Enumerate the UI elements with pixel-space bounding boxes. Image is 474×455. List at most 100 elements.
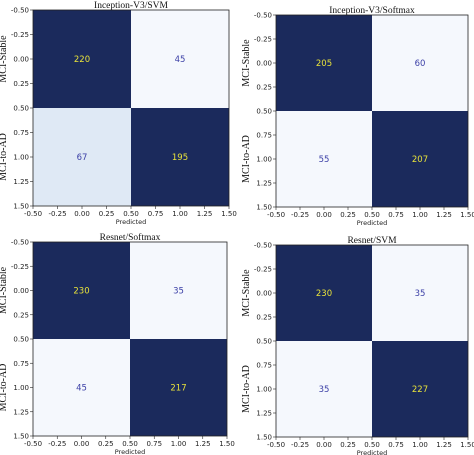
y-tick-label: 1.00 xyxy=(256,156,272,164)
cell-value-label: 35 xyxy=(415,289,426,299)
y-tick-label: 1.50 xyxy=(256,204,272,212)
y-category-label: MCI-Stable xyxy=(0,35,9,83)
matrix-cell xyxy=(372,245,468,341)
matrix-cell xyxy=(130,242,227,339)
matrix-cell xyxy=(33,339,130,436)
x-tick-label: -0.25 xyxy=(291,441,309,449)
y-tick-label: 0.50 xyxy=(13,105,29,113)
cell-value-label: 67 xyxy=(77,153,88,163)
cell-value-label: 55 xyxy=(319,155,330,165)
x-tick-label: 0.25 xyxy=(340,441,356,449)
cell-value-label: 227 xyxy=(412,385,428,395)
panel-title: Inception-V3/Softmax xyxy=(329,5,415,16)
y-tick-label: -0.50 xyxy=(254,242,272,250)
x-tick-label: 1.00 xyxy=(412,441,428,449)
x-tick-label: 1.25 xyxy=(197,210,213,218)
matrix-cell xyxy=(131,10,229,108)
matrix-cell xyxy=(276,341,372,437)
y-tick-label: -0.50 xyxy=(11,239,29,247)
cell-value-label: 207 xyxy=(412,155,428,165)
cell-value-label: 45 xyxy=(175,55,186,65)
cell-value-label: 195 xyxy=(172,153,188,163)
x-tick-label: 0.50 xyxy=(123,210,139,218)
x-tick-label: 0.00 xyxy=(74,440,90,448)
x-tick-label: -0.50 xyxy=(24,440,42,448)
x-tick-label: 0.75 xyxy=(146,440,162,448)
y-category-label: MCI-Stable xyxy=(241,39,252,87)
cell-value-label: 230 xyxy=(316,289,332,299)
y-tick-label: -0.25 xyxy=(254,266,272,274)
x-tick-label: 0.75 xyxy=(148,210,164,218)
y-tick-label: -0.25 xyxy=(11,31,29,39)
matrix-cell xyxy=(33,10,131,108)
y-tick-label: 0.25 xyxy=(256,84,272,92)
y-tick-label: 1.00 xyxy=(13,384,29,392)
matrix-cell xyxy=(276,111,372,207)
x-tick-label: 0.75 xyxy=(388,441,404,449)
panel-title: Resnet/Softmax xyxy=(100,232,161,243)
y-tick-label: 1.25 xyxy=(13,408,29,416)
y-category-label: MCI-to-AD xyxy=(241,365,252,413)
y-tick-label: 0.75 xyxy=(256,132,272,140)
y-tick-label: -0.25 xyxy=(254,36,272,44)
confusion-matrix-panel: Resnet/SVM 230 35 35 227 -0.50 -0.50 -0.25 -0.25… xyxy=(241,236,474,455)
cell-value-label: 60 xyxy=(415,59,426,69)
y-tick-label: 1.50 xyxy=(13,433,29,441)
x-axis-label: Predicted xyxy=(357,219,388,227)
x-tick-label: 0.00 xyxy=(316,211,332,219)
y-tick-label: 0.50 xyxy=(13,336,29,344)
matrix-cell xyxy=(276,245,372,341)
cell-value-label: 220 xyxy=(74,55,90,65)
cell-value-label: 230 xyxy=(73,287,89,297)
x-tick-label: 1.50 xyxy=(221,210,237,218)
x-tick-label: 0.50 xyxy=(364,211,380,219)
y-tick-label: -0.50 xyxy=(254,12,272,20)
cell-value-label: 35 xyxy=(173,287,184,297)
y-tick-label: 0.25 xyxy=(13,80,29,88)
y-tick-label: 0.50 xyxy=(256,108,272,116)
y-tick-label: 0.50 xyxy=(256,338,272,346)
panel-title: Inception-V3/SVM xyxy=(94,1,168,11)
y-tick-label: -0.50 xyxy=(11,7,29,15)
y-tick-label: 1.25 xyxy=(256,410,272,418)
x-tick-label: -0.25 xyxy=(48,440,66,448)
confusion-matrix-panel: Resnet/Softmax 230 35 45 217 -0.50 -0.50 -0.25 -… xyxy=(0,232,235,455)
x-tick-label: 0.00 xyxy=(316,441,332,449)
matrix-cell xyxy=(130,339,227,436)
cell-value-label: 35 xyxy=(319,385,330,395)
matrix-cell xyxy=(372,111,468,207)
cell-value-label: 205 xyxy=(316,59,332,69)
x-tick-label: 1.00 xyxy=(171,440,187,448)
confusion-matrix-panel: Inception-V3/SVM 220 45 67 195 -0.50 -0.50 -0.2… xyxy=(0,1,237,226)
y-tick-label: -0.25 xyxy=(11,263,29,271)
y-category-label: MCI-Stable xyxy=(0,266,9,314)
y-category-label: MCI-to-AD xyxy=(241,135,252,183)
x-axis-label: Predicted xyxy=(115,448,146,455)
y-tick-label: 1.50 xyxy=(256,434,272,442)
y-tick-label: 1.25 xyxy=(256,180,272,188)
y-tick-label: 1.00 xyxy=(13,154,29,162)
x-tick-label: 0.00 xyxy=(74,210,90,218)
x-axis-label: Predicted xyxy=(116,218,147,226)
x-tick-label: 0.75 xyxy=(388,211,404,219)
x-tick-label: 0.25 xyxy=(98,440,114,448)
confusion-matrix-panel: Inception-V3/Softmax 205 60 55 207 -0.50 -0.50… xyxy=(241,5,474,227)
y-tick-label: 0.00 xyxy=(256,290,272,298)
y-tick-label: 0.00 xyxy=(256,60,272,68)
x-tick-label: 0.25 xyxy=(340,211,356,219)
cell-value-label: 45 xyxy=(76,384,87,394)
y-category-label: MCI-to-AD xyxy=(0,133,9,181)
y-tick-label: 0.25 xyxy=(256,314,272,322)
matrix-cell xyxy=(276,15,372,111)
x-tick-label: 1.00 xyxy=(412,211,428,219)
y-tick-label: 0.75 xyxy=(256,362,272,370)
x-tick-label: -0.50 xyxy=(24,210,42,218)
matrix-cell xyxy=(33,108,131,206)
x-tick-label: 1.25 xyxy=(436,441,452,449)
cell-value-label: 217 xyxy=(170,384,186,394)
matrix-cell xyxy=(33,242,130,339)
x-tick-label: -0.50 xyxy=(267,441,285,449)
y-tick-label: 0.25 xyxy=(13,311,29,319)
x-tick-label: 0.50 xyxy=(122,440,138,448)
